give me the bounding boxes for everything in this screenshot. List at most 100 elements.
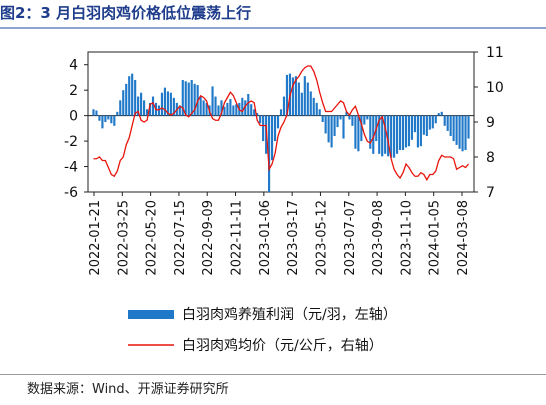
x-axis-tick-label: 2024-03-08 [456, 200, 471, 276]
profit-bar [443, 115, 446, 126]
profit-bar [396, 115, 399, 154]
profit-bar [256, 113, 259, 116]
profit-bar [148, 102, 152, 116]
profit-bar [390, 115, 393, 158]
profit-bar [345, 111, 348, 116]
profit-bar [312, 97, 315, 116]
profit-bar [321, 115, 324, 122]
profit-bar [309, 91, 312, 116]
x-axis-tick-label: 2022-09-09 [201, 200, 216, 276]
profit-bar [291, 77, 294, 116]
profit-bar [98, 115, 101, 121]
profit-bar [187, 82, 190, 116]
right-axis-tick-label: 9 [486, 115, 495, 131]
profit-bar [407, 115, 411, 147]
legend-swatch-profit [128, 310, 174, 319]
profit-bar [229, 99, 232, 116]
profit-bar [113, 115, 116, 126]
legend-label-profit: 白羽肉鸡养殖利润（元/羽，左轴） [182, 306, 397, 323]
profit-bar [452, 115, 455, 142]
profit-bar [384, 115, 387, 154]
plot-area-frame [87, 51, 475, 193]
profit-bar [378, 115, 381, 154]
profit-bar [327, 115, 330, 143]
legend-label-price: 白羽肉鸡均价（元/公斤，右轴） [182, 337, 383, 354]
profit-bar [271, 115, 274, 161]
profit-bar [348, 115, 351, 120]
profit-bar [381, 115, 384, 157]
profit-bar [259, 115, 262, 124]
profit-bar [369, 115, 372, 149]
left-axis-tick-label: -4 [64, 160, 78, 176]
profit-bar [413, 115, 417, 133]
profit-bar [217, 105, 220, 116]
x-axis-tick-label: 2023-11-10 [399, 200, 414, 276]
profit-bar [440, 111, 443, 116]
x-axis-tick-label: 2023-09-08 [371, 200, 386, 276]
profit-bar [431, 115, 434, 129]
right-axis-tick-label: 8 [486, 150, 495, 166]
profit-bar [422, 115, 425, 135]
price-line [93, 65, 470, 182]
profit-bar [437, 113, 440, 116]
x-axis-tick-label: 2023-07-07 [343, 200, 358, 276]
profit-bar [151, 96, 155, 116]
profit-bar [416, 115, 419, 148]
profit-bar [297, 82, 300, 116]
profit-bar [398, 115, 402, 150]
profit-bar [333, 115, 336, 136]
profit-bar [303, 76, 306, 116]
profit-bar [330, 115, 333, 148]
profit-bar [393, 115, 396, 158]
profit-bar [404, 115, 408, 148]
profit-bar [342, 115, 345, 139]
source-separator [0, 374, 546, 375]
profit-bar [282, 96, 286, 116]
profit-bar [339, 115, 342, 120]
x-axis-tick-label: 2022-11-11 [230, 200, 245, 276]
chart-title: 图2：3 月白羽肉鸡价格低位震荡上行 [0, 4, 252, 22]
profit-bar [169, 92, 172, 116]
profit-bar [273, 115, 277, 142]
profit-bar [235, 104, 238, 116]
profit-bar [357, 115, 360, 152]
profit-bar [119, 100, 122, 116]
profit-bar [455, 115, 458, 145]
profit-bar [92, 109, 95, 116]
profit-bar [268, 115, 271, 192]
profit-bar [318, 109, 321, 116]
profit-bar [336, 115, 339, 128]
profit-bar [226, 102, 229, 116]
x-axis-tick-label: 2023-05-12 [314, 200, 329, 276]
profit-bar [101, 115, 104, 129]
profit-bar [300, 92, 303, 116]
profit-bar [116, 111, 119, 116]
x-axis-tick-label: 2022-07-15 [173, 200, 188, 276]
profit-bar [131, 73, 134, 116]
right-axis-tick-label: 10 [486, 80, 504, 96]
profit-bar [107, 115, 110, 120]
profit-bar [205, 102, 208, 116]
profit-bar [134, 80, 137, 116]
left-axis-tick-label: -6 [64, 185, 78, 201]
profit-bar [425, 115, 428, 136]
chart-canvas: -6 -4 -2 0 2 4 7 8 9 10 11 2022-01-21 2022-03-25 2022… [64, 45, 504, 354]
profit-bar [223, 106, 226, 116]
x-axis-tick-label: 2022-01-21 [88, 200, 103, 276]
profit-bar [366, 115, 369, 120]
profit-bar [294, 76, 297, 116]
title-underline [0, 27, 546, 29]
profit-bar [306, 82, 309, 116]
profit-bar [232, 105, 235, 116]
profit-bar [315, 102, 318, 116]
profit-bar [157, 105, 161, 116]
profit-bar [178, 105, 181, 116]
x-axis-tick-label: 2022-03-25 [116, 200, 131, 276]
profit-bar [163, 87, 166, 116]
profit-bar [285, 74, 289, 116]
profit-bar [220, 100, 223, 116]
profit-bar [354, 115, 357, 149]
profit-bar [262, 115, 265, 142]
profit-bar [211, 86, 214, 116]
profit-bar [214, 96, 217, 116]
